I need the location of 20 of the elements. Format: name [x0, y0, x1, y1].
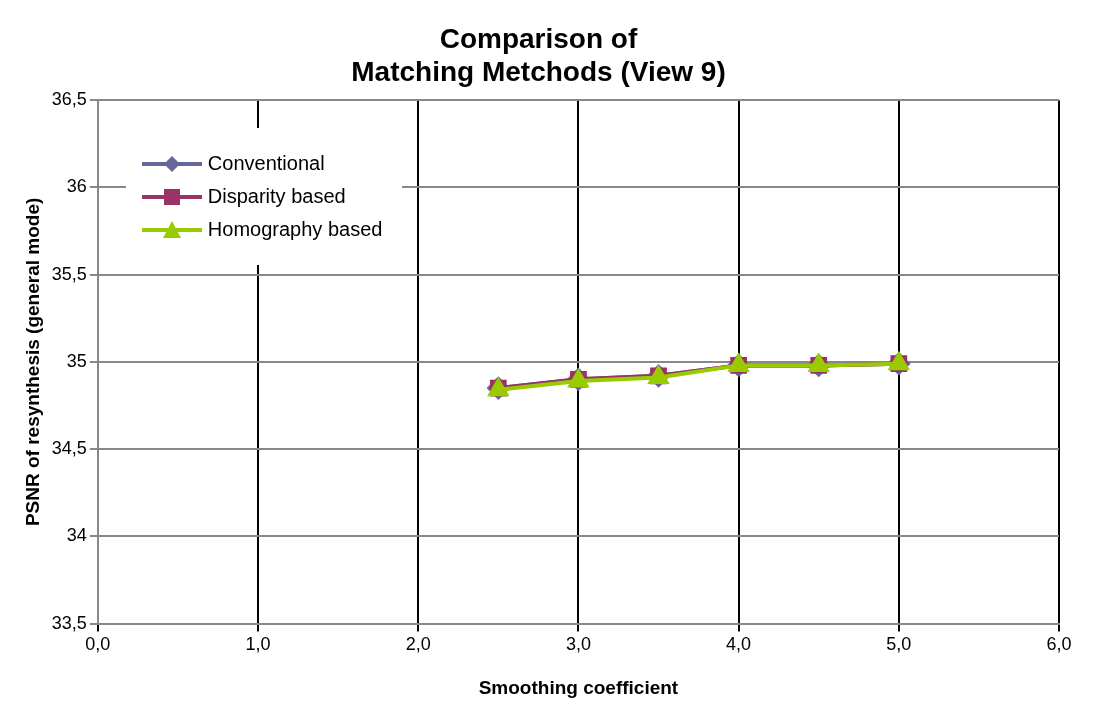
chart-title: Comparison of Matching Metchods (View 9)	[351, 22, 726, 88]
y-tick-label: 35,5	[51, 263, 87, 284]
x-tick-label: 6,0	[1046, 634, 1072, 655]
y-axis-title: PSNR of resynthesis (general mode)	[21, 197, 43, 527]
x-tick-label: 4,0	[726, 634, 752, 655]
x-axis-title: Smoothing coefficient	[478, 676, 679, 698]
y-tick-label: 35	[66, 350, 87, 371]
y-tick-label: 36,5	[51, 89, 87, 110]
y-tick-label: 33,5	[51, 612, 87, 633]
x-tick-label: 0,0	[85, 634, 111, 655]
x-tick-label: 2,0	[405, 634, 431, 655]
legend-label: Disparity based	[207, 185, 346, 209]
x-tick-label: 3,0	[565, 634, 591, 655]
legend-label: Conventional	[207, 152, 325, 176]
y-tick-label: 34	[66, 525, 87, 546]
y-tick-label: 34,5	[51, 438, 87, 459]
y-tick-label: 36	[66, 176, 87, 197]
x-tick-label: 1,0	[245, 634, 271, 655]
legend-label: Homography based	[207, 218, 383, 242]
x-tick-label: 5,0	[886, 634, 912, 655]
